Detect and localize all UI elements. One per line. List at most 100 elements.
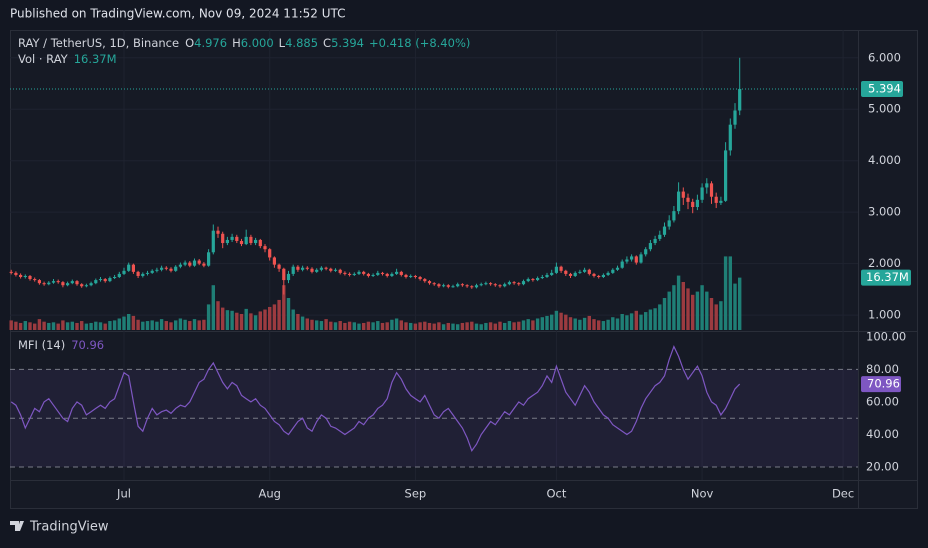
volume-bar (61, 320, 65, 330)
volume-bar (263, 309, 267, 330)
candle-body (700, 187, 704, 200)
candle-body (606, 272, 610, 275)
candle-body (470, 286, 474, 288)
x-tick-label: Sep (405, 487, 427, 501)
volume-bar (733, 283, 737, 330)
candle-body (66, 283, 70, 286)
candle-body (597, 275, 601, 277)
candle-body (672, 211, 676, 221)
volume-bar (357, 323, 361, 330)
ohlc-value: 5.394 (331, 36, 364, 50)
candle-body (709, 183, 714, 197)
y-tick-label: 5.000 (868, 102, 901, 116)
ohlc-letter: H (232, 36, 241, 50)
x-tick-label: Nov (691, 487, 714, 501)
candle-body (437, 284, 441, 287)
candle-body (460, 284, 464, 286)
volume-bar (441, 324, 446, 330)
candle-body (192, 260, 197, 266)
volume-bar (103, 323, 107, 330)
volume-bar (559, 312, 563, 330)
candle-body (254, 239, 258, 244)
volume-bar (155, 321, 159, 330)
candle-body (446, 285, 450, 287)
candle-body (286, 273, 291, 281)
volume-bar (47, 322, 51, 330)
candle-body (305, 267, 309, 269)
volume-value: 16.37M (74, 52, 117, 66)
volume-bar (272, 304, 277, 330)
volume-bar (446, 322, 450, 330)
volume-bar (333, 322, 338, 330)
volume-bar (550, 314, 554, 330)
volume-bar (362, 322, 366, 330)
candle-body (733, 110, 737, 125)
volume-bar (112, 320, 117, 330)
mfi-badge-label: 70.96 (867, 377, 900, 391)
volume-bar (709, 298, 714, 330)
volume-name: Vol · RAY (18, 52, 69, 66)
candle-body (489, 283, 493, 285)
ohlc-value: 4.976 (194, 36, 227, 50)
candle-body (559, 266, 563, 271)
volume-bar (456, 324, 460, 330)
ohlc-value: 6.000 (241, 36, 274, 50)
volume-bar (517, 321, 521, 330)
volume-bar (174, 320, 178, 330)
candle-body (122, 270, 126, 274)
volume-bar (197, 320, 201, 330)
volume-bar (512, 322, 516, 330)
candle-body (94, 280, 98, 284)
volume-bar (244, 308, 248, 330)
volume-bar (409, 322, 413, 330)
volume-bar (347, 321, 352, 330)
volume-bar (634, 310, 638, 330)
candle-body (56, 281, 60, 283)
candle-body (724, 150, 728, 201)
volume-bar (644, 312, 648, 330)
volume-bar (315, 320, 319, 330)
x-tick-label: Dec (832, 487, 854, 501)
candle-body (80, 284, 84, 287)
volume-bar (188, 321, 192, 330)
symbol-name: RAY / TetherUS, 1D, Binance (18, 36, 179, 50)
volume-bar (695, 291, 700, 330)
last-price-badge (861, 80, 903, 97)
candle-body (521, 281, 526, 285)
volume-bar (507, 321, 512, 330)
candle-body (89, 283, 93, 286)
candle-body (211, 230, 215, 253)
candle-body (512, 282, 516, 284)
candle-body (568, 273, 573, 276)
volume-bar (404, 322, 408, 330)
candle-body (536, 278, 540, 281)
candle-body (517, 283, 521, 285)
volume-bar (526, 319, 530, 330)
ohlc-letter: O (185, 36, 194, 50)
candle-body (61, 282, 65, 286)
ohlc-legend: RAY / TetherUS, 1D, Binance O4.976 H6.000 L… (18, 36, 470, 50)
logo-icon (10, 521, 24, 531)
candle-body (404, 274, 408, 277)
candle-body (113, 276, 117, 279)
candle-body (550, 272, 554, 275)
volume-bar (521, 320, 526, 330)
ohlc-value: 4.885 (285, 36, 318, 50)
candle-body (639, 254, 643, 263)
candle-body (578, 271, 582, 273)
candle-body (338, 269, 342, 273)
x-tick-label: Oct (546, 487, 566, 501)
y-tick-label: 4.000 (868, 153, 901, 167)
volume-bar (145, 321, 150, 330)
volume-bar (249, 313, 253, 330)
ohlc-letter: C (323, 36, 331, 50)
candle-body (235, 236, 239, 241)
candle-body (183, 262, 187, 265)
candle-body (738, 88, 742, 111)
candle-body (634, 256, 638, 263)
volume-bar (418, 322, 422, 330)
volume-bar (714, 304, 718, 330)
candle-body (432, 283, 436, 285)
volume-bar (460, 322, 465, 330)
candle-body (51, 281, 56, 283)
